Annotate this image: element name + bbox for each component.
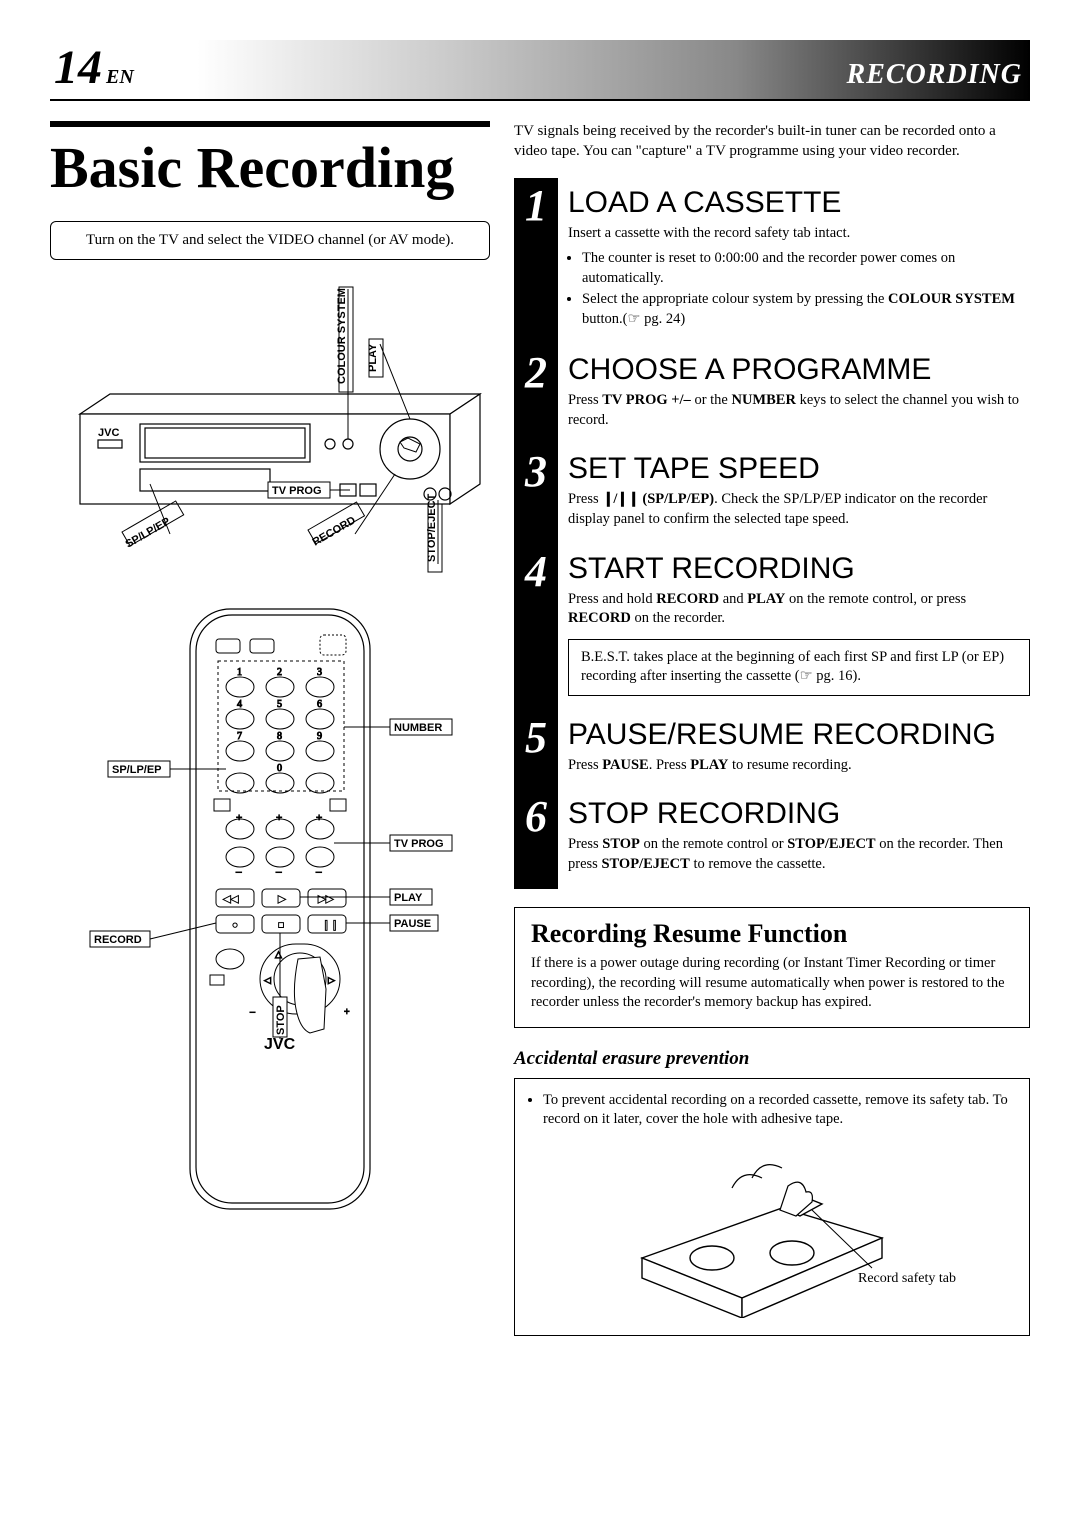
step-number: 5 [514,716,558,760]
erasure-bullet: To prevent accidental recording on a rec… [543,1091,1015,1130]
svg-text:–: – [235,866,242,878]
step-title: PAUSE/RESUME RECORDING [568,718,1030,752]
svg-text:6: 6 [317,699,322,710]
step-bullets: The counter is reset to 0:00:00 and the … [568,249,1030,329]
step: 5 PAUSE/RESUME RECORDING Press PAUSE. Pres… [514,710,1030,790]
step-number: 6 [514,795,558,839]
step-number: 1 [514,184,558,228]
svg-text:TV PROG: TV PROG [272,485,322,497]
step-body: Press PAUSE. Press PLAY to resume record… [568,756,1030,776]
instruction-box: Turn on the TV and select the VIDEO chan… [50,221,490,260]
vcr-illustration: JVC COLOUR SYSTEM P [50,284,490,579]
intro-text: TV signals being received by the recorde… [514,121,1030,162]
svg-text:■: ■ [278,920,284,931]
svg-text:▷: ▷ [328,975,335,985]
svg-text:COLOUR SYSTEM: COLOUR SYSTEM [336,288,348,384]
resume-function-title: Recording Resume Function [531,920,1013,949]
step-title: LOAD A CASSETTE [568,186,1030,220]
step-number: 2 [514,351,558,395]
svg-text:+: + [236,812,242,824]
svg-text:RECORD: RECORD [94,934,142,946]
svg-text:◁: ◁ [264,975,271,985]
step-body: Press ❙/❙❙ (SP/LP/EP). Check the SP/LP/E… [568,490,1030,529]
svg-text:TV PROG: TV PROG [394,838,444,850]
step-title: SET TAPE SPEED [568,452,1030,486]
step: 4 START RECORDING Press and hold RECORD an… [514,544,1030,710]
step: 1 LOAD A CASSETTE Insert a cassette with t… [514,178,1030,346]
svg-text:9: 9 [317,731,322,742]
main-title: Basic Recording [50,121,490,197]
section-title: RECORDING [847,59,1030,91]
step: 6 STOP RECORDING Press STOP on the remote … [514,789,1030,888]
svg-text:3: 3 [317,667,322,678]
step-number: 3 [514,450,558,494]
svg-text:NUMBER: NUMBER [394,722,442,734]
svg-text:▶: ▶ [278,894,286,905]
svg-text:JVC: JVC [98,427,119,439]
svg-text:●: ● [232,920,238,931]
svg-text:+: + [316,812,322,824]
svg-text:7: 7 [237,731,242,742]
erasure-heading: Accidental erasure prevention [514,1048,1030,1070]
svg-text:△: △ [275,949,282,959]
svg-text:+: + [344,1007,350,1018]
svg-text:8: 8 [277,731,282,742]
page-number: 14EN [50,40,134,95]
cassette-illustration: Record safety tab [529,1138,1015,1323]
svg-text:–: – [249,1007,256,1018]
step: 3 SET TAPE SPEED Press ❙/❙❙ (SP/LP/EP). Ch… [514,444,1030,543]
page-lang: EN [106,66,134,88]
step-number: 4 [514,550,558,594]
remote-illustration: 1 2 3 4 5 6 7 [50,599,490,1244]
svg-text:–: – [275,866,282,878]
step-title: STOP RECORDING [568,797,1030,831]
svg-text:–: – [315,866,322,878]
page-header: 14EN RECORDING [50,40,1030,101]
svg-text:PLAY: PLAY [394,892,423,904]
svg-text:5: 5 [277,699,282,710]
step-title: START RECORDING [568,552,1030,586]
svg-text:1: 1 [237,667,242,678]
svg-text:▶▶: ▶▶ [318,894,334,905]
resume-function-body: If there is a power outage during record… [531,954,1013,1013]
svg-text:❙❙: ❙❙ [322,920,339,931]
svg-text:4: 4 [237,699,242,710]
vcr-diagram-svg: JVC COLOUR SYSTEM P [50,284,490,574]
resume-function-box: Recording Resume Function If there is a … [514,907,1030,1028]
svg-text:STOP: STOP [275,1005,287,1035]
svg-text:◀◀: ◀◀ [223,894,239,905]
step-body: Press STOP on the remote control or STOP… [568,835,1030,874]
page-number-value: 14 [54,41,102,94]
step-note: B.E.S.T. takes place at the beginning of… [568,639,1030,696]
svg-text:Record safety tab: Record safety tab [858,1271,956,1286]
svg-text:+: + [276,812,282,824]
step-body: Press TV PROG +/– or the NUMBER keys to … [568,391,1030,430]
erasure-box: To prevent accidental recording on a rec… [514,1078,1030,1336]
step-bullet: The counter is reset to 0:00:00 and the … [582,249,1030,288]
step: 2 CHOOSE A PROGRAMME Press TV PROG +/– or … [514,345,1030,444]
step-body: Insert a cassette with the record safety… [568,224,1030,244]
svg-text:PAUSE: PAUSE [394,918,431,930]
step-bullet: Select the appropriate colour system by … [582,290,1030,329]
steps-container: 1 LOAD A CASSETTE Insert a cassette with t… [514,178,1030,889]
remote-diagram-svg: 1 2 3 4 5 6 7 [50,599,490,1239]
svg-text:2: 2 [277,667,282,678]
step-title: CHOOSE A PROGRAMME [568,353,1030,387]
step-body: Press and hold RECORD and PLAY on the re… [568,590,1030,629]
svg-text:SP/LP/EP: SP/LP/EP [112,764,162,776]
svg-text:0: 0 [277,763,282,774]
